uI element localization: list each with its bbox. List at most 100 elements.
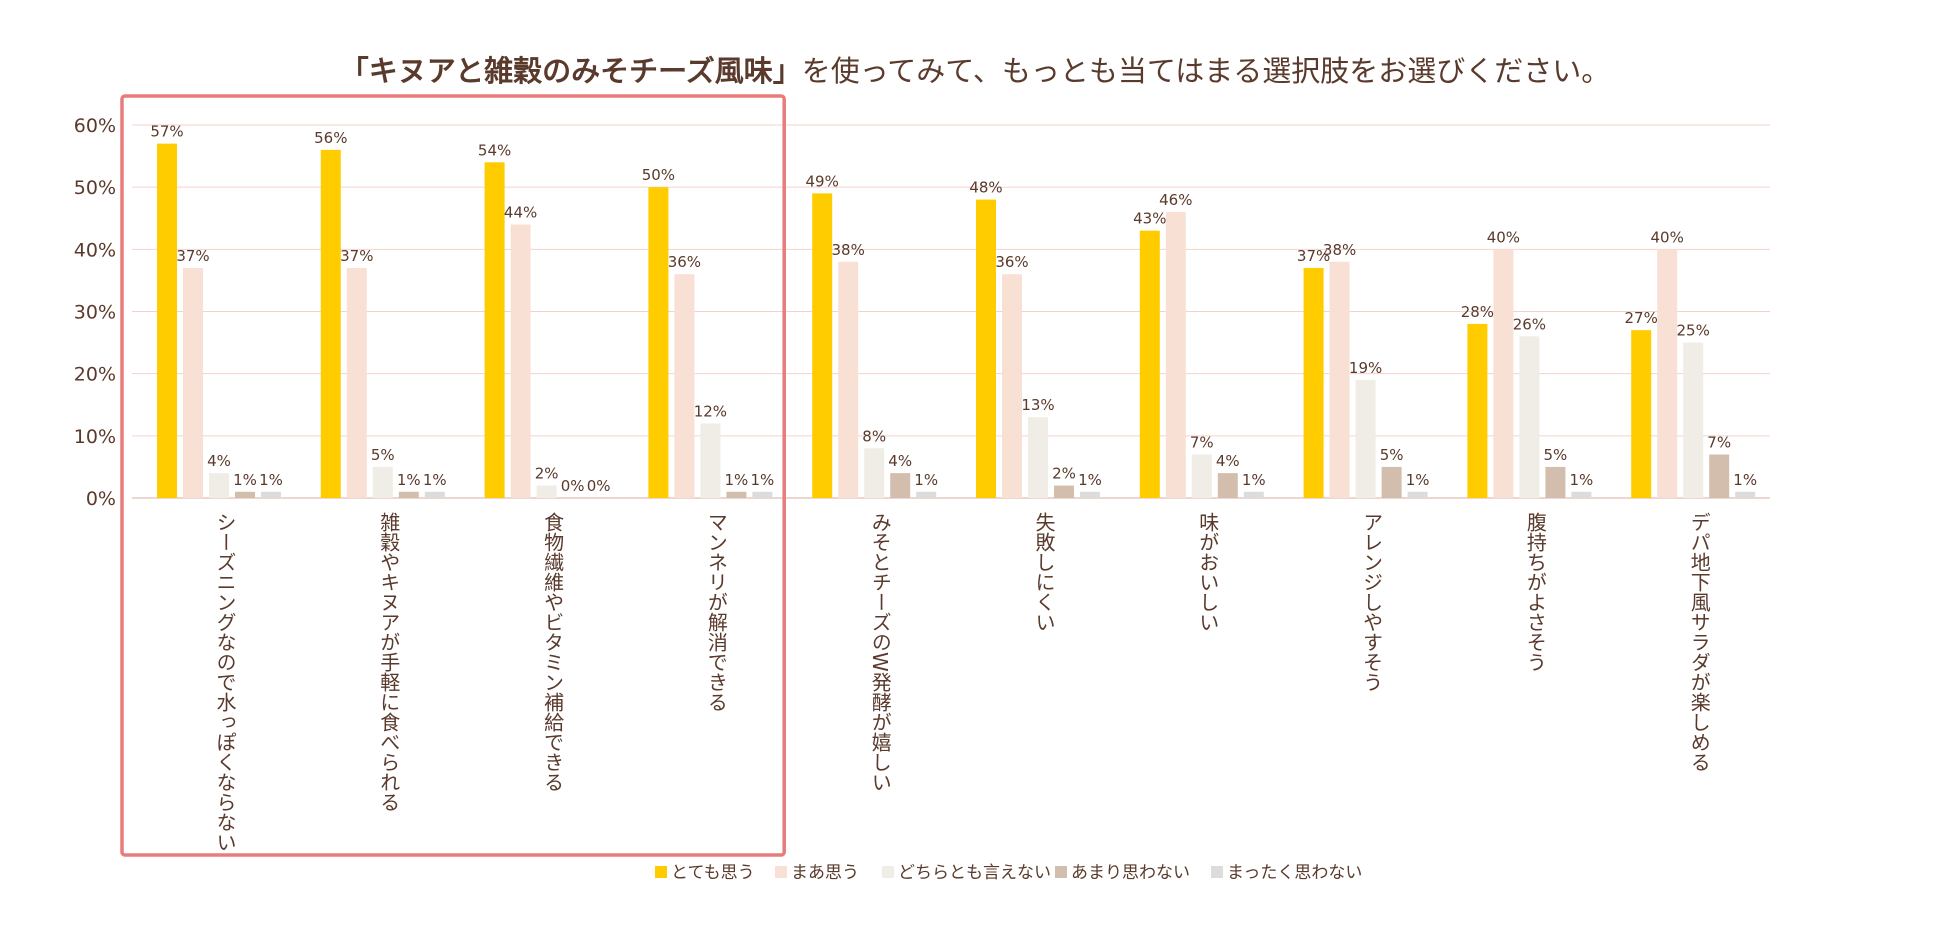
bar xyxy=(1191,454,1212,498)
bar xyxy=(1657,249,1678,498)
bar xyxy=(752,491,773,498)
y-tick-label: 40% xyxy=(74,239,116,261)
y-tick-label: 10% xyxy=(74,426,116,448)
bar xyxy=(157,143,177,498)
data-label: 2% xyxy=(535,465,559,483)
bar xyxy=(1217,473,1238,498)
bar xyxy=(648,187,669,498)
bar xyxy=(484,162,505,499)
y-tick-label: 50% xyxy=(74,177,116,199)
x-tick-label: 失敗しにくい xyxy=(1032,512,1056,632)
bar xyxy=(812,193,833,498)
bar xyxy=(890,473,911,498)
data-label: 7% xyxy=(1707,433,1731,451)
bar xyxy=(1631,330,1652,498)
y-tick-label: 30% xyxy=(74,302,116,324)
data-label: 48% xyxy=(969,179,1002,197)
data-label: 25% xyxy=(1677,322,1710,340)
data-label: 44% xyxy=(504,203,537,221)
legend-swatch xyxy=(775,866,787,878)
bar xyxy=(838,261,859,498)
data-label: 13% xyxy=(1021,396,1054,414)
data-label: 1% xyxy=(751,471,775,489)
bar xyxy=(1355,379,1376,498)
legend-label: まったく思わない xyxy=(1227,863,1362,883)
bar xyxy=(424,491,445,498)
data-label: 36% xyxy=(995,253,1028,271)
bar xyxy=(1028,417,1048,498)
bar xyxy=(1467,323,1488,498)
data-label: 56% xyxy=(314,129,347,147)
x-tick-label: アレンジしやすそう xyxy=(1360,512,1384,692)
data-label: 4% xyxy=(888,452,912,470)
bar xyxy=(1709,454,1730,498)
x-tick-label: 腹持ちがよさそう xyxy=(1523,512,1547,672)
x-tick-label: 食物繊維やビタミン補給できる xyxy=(541,512,565,792)
data-label: 36% xyxy=(668,253,701,271)
bar xyxy=(209,473,229,498)
bar xyxy=(864,448,885,498)
data-label: 40% xyxy=(1651,228,1684,246)
data-label: 12% xyxy=(694,402,727,420)
data-label: 27% xyxy=(1625,309,1658,327)
bar xyxy=(1002,274,1022,498)
bar xyxy=(976,199,996,498)
chart-title-rest: を使ってみて、もっとも当てはまる選択肢をお選びください。 xyxy=(801,54,1611,88)
data-label: 38% xyxy=(1323,241,1356,259)
bar xyxy=(1329,261,1350,498)
bar xyxy=(372,466,393,498)
data-label: 54% xyxy=(478,141,511,159)
bar xyxy=(510,224,531,498)
y-tick-label: 20% xyxy=(74,364,116,386)
bar xyxy=(1407,491,1428,498)
bar xyxy=(1519,336,1540,498)
bar xyxy=(1571,491,1592,498)
legend-swatch xyxy=(882,866,894,878)
data-label: 5% xyxy=(1544,446,1568,464)
bar xyxy=(1080,491,1100,498)
data-label: 57% xyxy=(150,123,183,141)
x-tick-label: 味がおいしい xyxy=(1196,512,1220,632)
legend-label: まあ思う xyxy=(791,863,859,883)
x-tick-label: 雑穀やキヌアが手軽に食べられる xyxy=(377,512,401,812)
chart-title: 「キヌアと雑穀のみそチーズ風味」を使ってみて、もっとも当てはまる選択肢をお選びく… xyxy=(0,48,1950,90)
data-label: 0% xyxy=(561,477,585,495)
x-tick-label: シーズニングなので水っぽくならない xyxy=(213,512,237,852)
y-tick-label: 60% xyxy=(74,115,116,137)
legend-swatch xyxy=(1211,866,1223,878)
data-label: 40% xyxy=(1487,228,1520,246)
data-label: 38% xyxy=(832,241,865,259)
data-label: 1% xyxy=(233,471,257,489)
data-label: 1% xyxy=(1406,471,1430,489)
data-label: 26% xyxy=(1513,315,1546,333)
data-label: 4% xyxy=(1216,452,1240,470)
bar xyxy=(536,485,557,498)
legend-label: とても思う xyxy=(671,863,755,883)
data-label: 8% xyxy=(862,427,886,445)
data-label: 5% xyxy=(371,446,395,464)
chart-title-bold: 「キヌアと雑穀のみそチーズ風味」 xyxy=(339,54,802,88)
data-label: 37% xyxy=(1297,247,1330,265)
legend-swatch xyxy=(1055,866,1067,878)
legend-label: あまり思わない xyxy=(1071,863,1190,883)
bar xyxy=(320,149,341,498)
data-label: 37% xyxy=(340,247,373,265)
bar xyxy=(1139,230,1160,498)
data-label: 50% xyxy=(642,166,675,184)
bar xyxy=(726,491,747,498)
legend-label: どちらとも言えない xyxy=(898,863,1051,883)
data-label: 2% xyxy=(1052,465,1076,483)
data-label: 1% xyxy=(1242,471,1266,489)
data-label: 5% xyxy=(1380,446,1404,464)
data-label: 1% xyxy=(259,471,283,489)
data-label: 43% xyxy=(1133,210,1166,228)
bar xyxy=(1683,342,1704,498)
data-label: 0% xyxy=(587,477,611,495)
data-label: 19% xyxy=(1349,359,1382,377)
bar xyxy=(1493,249,1514,498)
x-tick-label: デパ地下風サラダが楽しめる xyxy=(1687,512,1711,772)
data-label: 1% xyxy=(1570,471,1594,489)
bar xyxy=(235,491,255,498)
bar xyxy=(1303,267,1324,498)
bar xyxy=(1243,491,1264,498)
